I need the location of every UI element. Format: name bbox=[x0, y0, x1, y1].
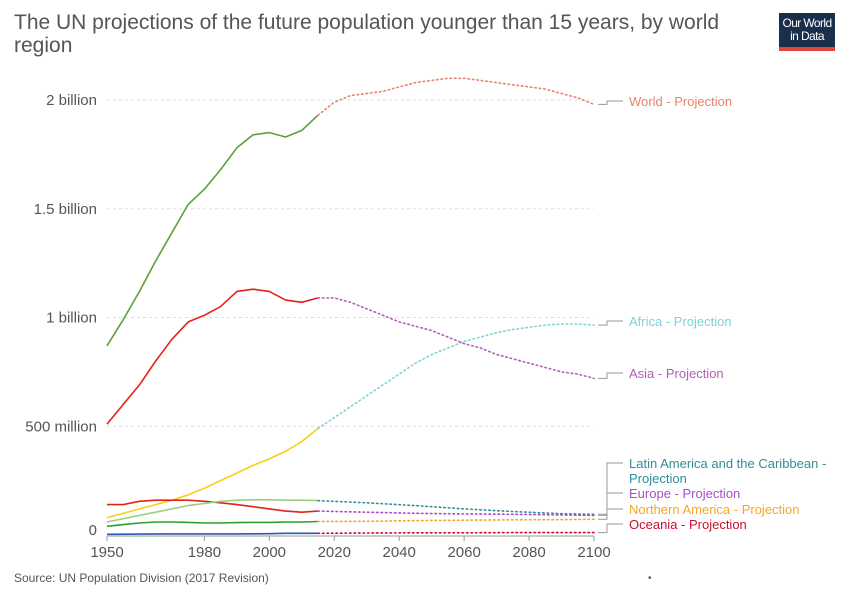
our-world-in-data-logo[interactable]: Our World in Data bbox=[779, 13, 835, 51]
projection-line bbox=[317, 77, 595, 116]
historical-line bbox=[106, 520, 319, 528]
x-tick-label: 2000 bbox=[253, 544, 286, 561]
legend-leader bbox=[598, 372, 623, 379]
source-note: Source: UN Population Division (2017 Rev… bbox=[14, 571, 269, 585]
projection-line bbox=[317, 518, 595, 523]
x-axis: 1950 1980 2000 2020 2040 2060 2080 2100 bbox=[90, 535, 611, 561]
x-tick-label: 2100 bbox=[577, 544, 610, 561]
y-axis-ticks: 0 500 million 1 billion 1.5 billion 2 billio… bbox=[25, 92, 97, 539]
x-tick-label: 2040 bbox=[383, 544, 416, 561]
historical-line bbox=[106, 532, 318, 536]
y-tick-label: 500 million bbox=[25, 418, 97, 435]
projection-line bbox=[317, 499, 595, 516]
x-tick-label: 1950 bbox=[90, 544, 123, 561]
legend-label: Oceania - Projection bbox=[629, 517, 747, 532]
projection-line bbox=[317, 510, 595, 517]
legend-label: Africa - Projection bbox=[629, 314, 732, 329]
historical-line bbox=[106, 498, 319, 523]
projection-line bbox=[317, 297, 595, 380]
legend-label: Latin America and the Caribbean -Project… bbox=[629, 456, 826, 486]
x-tick-label: 2060 bbox=[447, 544, 480, 561]
y-tick-label: 2 billion bbox=[46, 92, 97, 109]
historical-line bbox=[106, 427, 319, 519]
y-tick-label: 1 billion bbox=[46, 310, 97, 327]
legend-label: World - Projection bbox=[629, 94, 732, 109]
legend-label: Europe - Projection bbox=[629, 486, 740, 501]
x-tick-label: 2080 bbox=[512, 544, 545, 561]
x-tick-label: 1980 bbox=[188, 544, 221, 561]
y-tick-label: 0 bbox=[89, 522, 97, 539]
logo-line-2: in Data bbox=[790, 29, 824, 43]
chart-title: The UN projections of the future populat… bbox=[14, 11, 720, 57]
footer-mark: • bbox=[648, 573, 652, 584]
projection-line bbox=[317, 531, 595, 535]
legend-leader bbox=[598, 523, 623, 534]
legend-leader bbox=[598, 492, 623, 516]
legend: World - Projection Africa - Projection Asi… bbox=[598, 94, 826, 534]
projection-line bbox=[317, 323, 595, 430]
historical-line bbox=[106, 114, 319, 347]
series-lines bbox=[106, 77, 595, 536]
legend-leader bbox=[598, 462, 623, 515]
gridlines bbox=[107, 99, 594, 427]
legend-leader bbox=[598, 320, 623, 326]
legend-leader bbox=[598, 508, 623, 520]
historical-line bbox=[106, 288, 319, 425]
x-tick-label: 2020 bbox=[318, 544, 351, 561]
y-tick-label: 1.5 billion bbox=[34, 201, 97, 218]
legend-label: Northern America - Projection bbox=[629, 502, 800, 517]
logo-line-1: Our World bbox=[782, 16, 832, 30]
legend-label: Asia - Projection bbox=[629, 366, 724, 381]
legend-leader bbox=[598, 100, 623, 105]
